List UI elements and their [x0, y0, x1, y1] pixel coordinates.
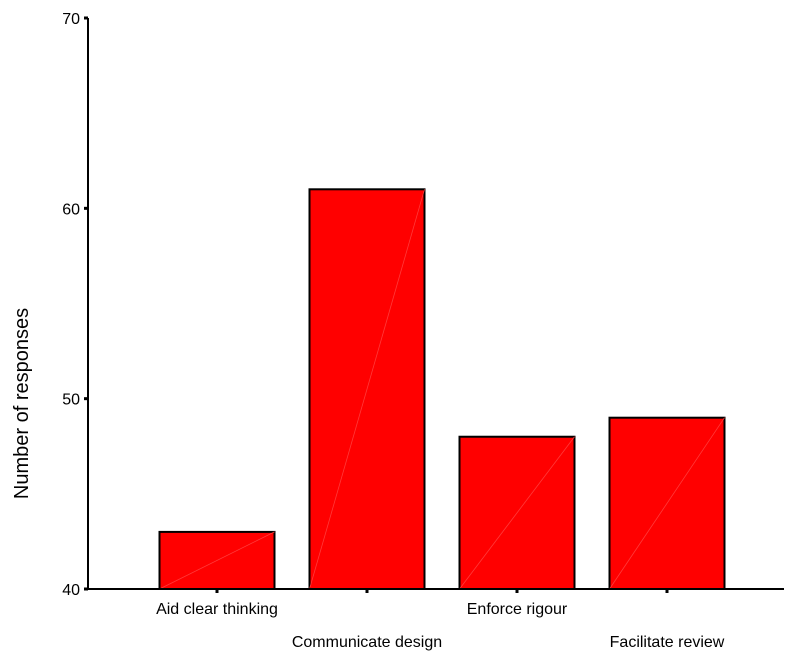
bar-shade-line — [309, 189, 425, 590]
y-axis-title: Number of responses — [11, 308, 33, 499]
y-tick-label: 60 — [62, 201, 80, 218]
bar-shade-line — [159, 531, 275, 590]
y-axis-ticks: 40 50 60 70 — [62, 11, 88, 599]
bars — [158, 188, 726, 591]
x-category-label: Facilitate review — [610, 634, 725, 651]
y-tick-label: 40 — [62, 582, 80, 599]
bar-shade-line — [459, 436, 575, 590]
x-axis-ticks: Aid clear thinking Communicate design Enfo… — [156, 589, 725, 651]
y-tick-label: 50 — [62, 392, 80, 409]
bar-shade-line — [609, 417, 725, 590]
x-category-label: Communicate design — [292, 634, 442, 651]
x-category-label: Enforce rigour — [467, 601, 568, 618]
x-category-label: Aid clear thinking — [156, 601, 278, 618]
y-tick-label: 70 — [62, 11, 80, 28]
